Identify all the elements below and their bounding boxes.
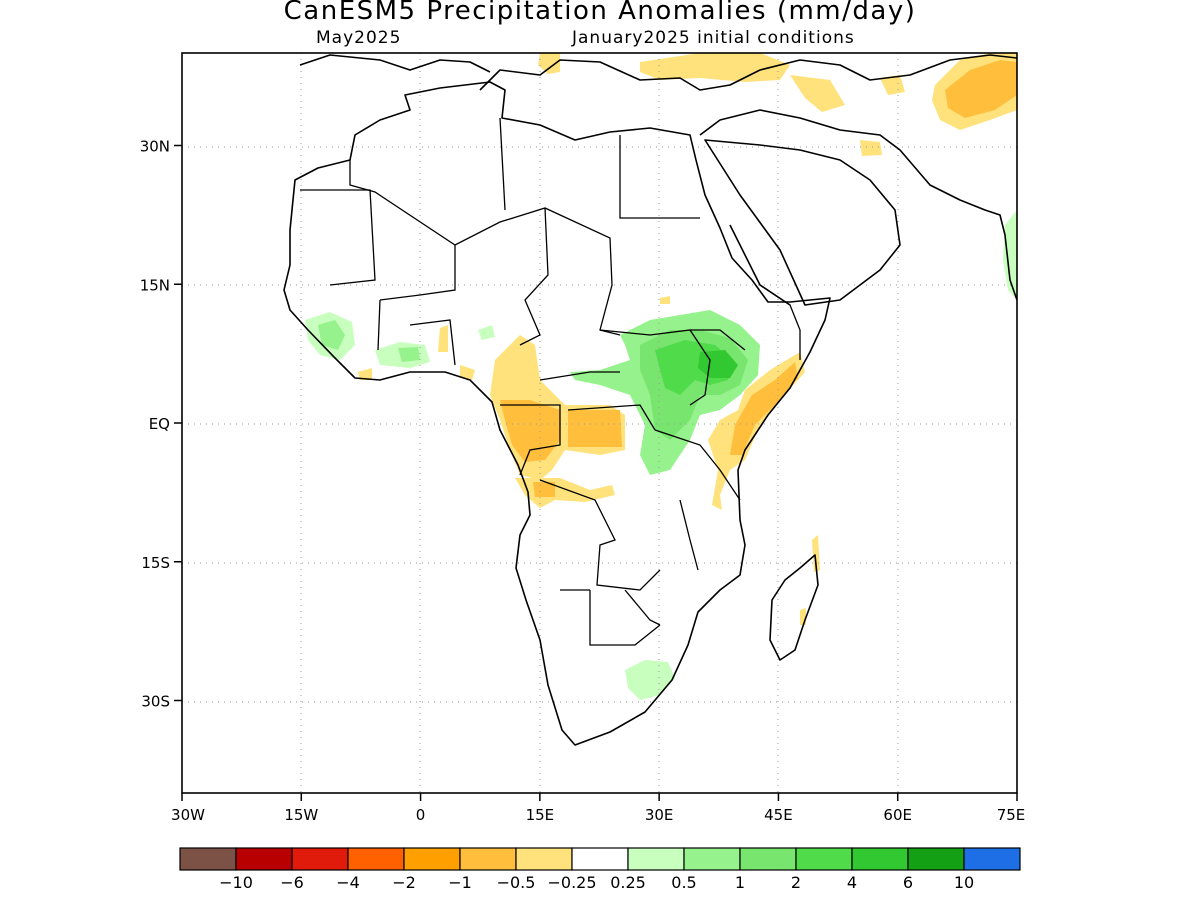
- colorbar-label: −10: [219, 873, 253, 892]
- lon-tick-label: 15E: [526, 806, 555, 824]
- colorbar-swatch: [235, 847, 293, 871]
- country-borders: [300, 117, 801, 646]
- lat-tick-label: 15N: [140, 276, 170, 294]
- lon-tick-label: 15W: [284, 806, 318, 824]
- axis-ticks: 30N 15N EQ 15S 30S 30W 15W 0 15E 30E 45E 60E 75E: [140, 138, 1026, 825]
- africa-outline: [283, 81, 831, 746]
- colorbar-swatch: [627, 847, 685, 871]
- coastlines: [283, 54, 1017, 746]
- lon-tick-label: 75E: [997, 806, 1026, 824]
- colorbar-swatch: [739, 847, 797, 871]
- lon-tick-label: 60E: [883, 806, 912, 824]
- colorbar-label: 10: [953, 873, 975, 892]
- lat-tick-label: 15S: [141, 554, 170, 572]
- colorbar-swatch: [459, 847, 517, 871]
- colorbar-swatch: [179, 847, 237, 871]
- colorbar-swatch: [907, 847, 965, 871]
- arabia-outline: [699, 109, 1017, 301]
- colorbar-label: −0.5: [496, 873, 536, 892]
- lon-tick-label: 45E: [764, 806, 793, 824]
- anomaly-shading: [305, 53, 1017, 700]
- colorbar-swatch: [795, 847, 853, 871]
- colorbar-label: 0.5: [671, 873, 697, 892]
- colorbar-label: −6: [280, 873, 304, 892]
- colorbar-label: 0.25: [610, 873, 646, 892]
- lat-tick-label: 30N: [140, 138, 170, 156]
- colorbar-swatch: [347, 847, 405, 871]
- europe-coast: [479, 54, 1017, 91]
- colorbar-swatch: [291, 847, 349, 871]
- colorbar-swatch: [963, 847, 1021, 871]
- lat-tick-label: 30S: [141, 693, 170, 711]
- colorbar-label: 4: [846, 873, 858, 892]
- colorbar-swatch: [851, 847, 909, 871]
- colorbar-label: −4: [336, 873, 360, 892]
- colorbar-label: 6: [902, 873, 914, 892]
- madagascar-outline: [769, 554, 819, 661]
- lat-tick-label: EQ: [149, 415, 170, 433]
- colorbar-label: 1: [734, 873, 746, 892]
- colorbar-label: −1: [448, 873, 472, 892]
- colorbar-label: 2: [790, 873, 802, 892]
- lon-tick-label: 30W: [171, 806, 205, 824]
- valid-month-label: May2025: [316, 28, 402, 48]
- colorbar: [179, 847, 1021, 871]
- init-conditions-label: January2025 initial conditions: [572, 28, 855, 48]
- colorbar-label: −0.25: [547, 873, 597, 892]
- colorbar-label: −2: [392, 873, 416, 892]
- map-title: CanESM5 Precipitation Anomalies (mm/day): [283, 0, 917, 26]
- lon-tick-label: 0: [416, 806, 426, 824]
- colorbar-swatch: [515, 847, 573, 871]
- colorbar-swatch: [571, 847, 629, 871]
- colorbar-swatch: [683, 847, 741, 871]
- lon-tick-label: 30E: [645, 806, 674, 824]
- anomaly-south-africa: [625, 660, 675, 700]
- colorbar-swatch: [403, 847, 461, 871]
- anomaly-mediterranean: [640, 53, 790, 82]
